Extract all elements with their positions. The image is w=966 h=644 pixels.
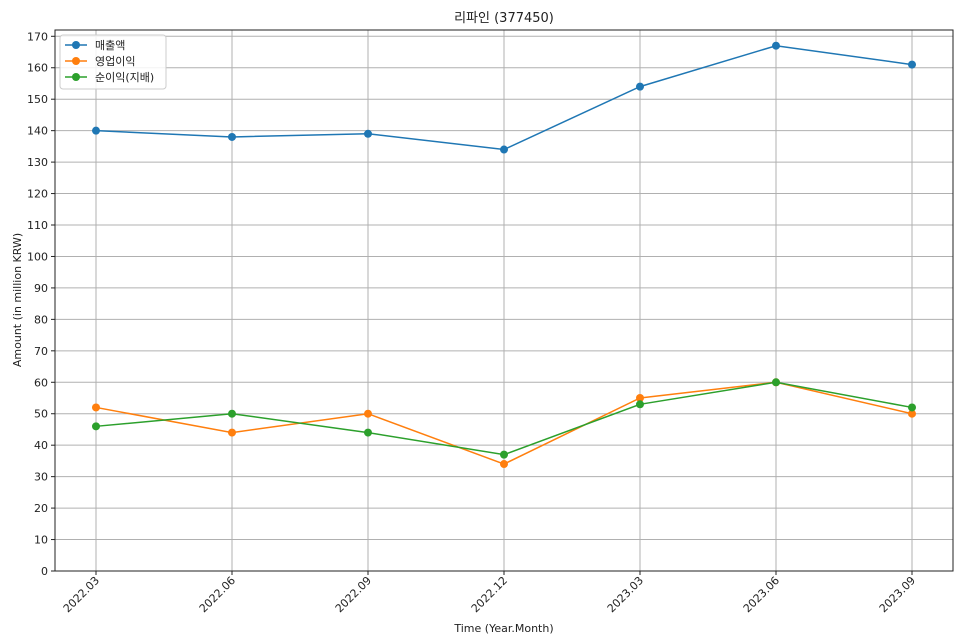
y-tick-label: 140 (27, 125, 48, 138)
data-point (364, 129, 372, 138)
grid (55, 30, 953, 572)
legend-box (59, 34, 167, 90)
y-tick-label: 10 (34, 534, 48, 547)
data-point (636, 400, 644, 409)
data-point (92, 422, 100, 431)
x-tick-label: 2022.09 (333, 574, 374, 615)
legend-label: 매출액 (95, 39, 125, 52)
y-tick-label: 0 (41, 565, 48, 578)
chart-title: 리파인 (377450) (454, 11, 554, 26)
data-point (500, 450, 508, 459)
data-point (772, 41, 780, 50)
data-point (908, 60, 916, 69)
data-point (636, 394, 644, 403)
data-point (636, 82, 644, 91)
series-2 (92, 378, 916, 459)
y-tick-label: 100 (27, 250, 48, 263)
series-layer (92, 41, 916, 469)
x-tick-label: 2022.06 (197, 574, 238, 615)
data-point (908, 409, 916, 418)
x-axis-label: Time (Year.Month) (453, 622, 553, 635)
y-tick-label: 110 (27, 219, 48, 232)
y-tick-label: 40 (34, 439, 48, 452)
data-point (364, 409, 372, 418)
data-point (92, 126, 100, 135)
data-point (228, 409, 236, 418)
y-axis-label: Amount (in million KRW) (11, 233, 24, 367)
data-point (772, 378, 780, 387)
y-tick-label: 170 (27, 30, 48, 43)
legend-marker (72, 57, 80, 65)
y-tick-label: 130 (27, 156, 48, 169)
y-tick-label: 50 (34, 408, 48, 421)
y-tick-label: 150 (27, 93, 48, 106)
y-tick-label: 30 (34, 471, 48, 484)
x-tick-label: 2023.09 (877, 574, 918, 615)
x-tick-label: 2022.12 (469, 574, 510, 615)
data-point (92, 403, 100, 412)
y-tick-label: 20 (34, 502, 48, 515)
x-tick-label: 2023.06 (741, 574, 782, 615)
y-axis: 0 10 20 30 40 50 60 70 80 90 100 110 120 130 140 150 160… (27, 30, 55, 578)
y-tick-label: 80 (34, 313, 48, 326)
data-point (228, 132, 236, 141)
data-point (908, 403, 916, 412)
series-0 (92, 41, 916, 154)
y-tick-label: 160 (27, 62, 48, 75)
legend-label: 영업이익 (95, 55, 135, 68)
x-tick-label: 2023.03 (605, 574, 646, 615)
y-tick-label: 120 (27, 188, 48, 201)
data-point (228, 428, 236, 437)
legend-label: 순이익(지배) (95, 71, 154, 84)
legend-marker (72, 73, 80, 81)
data-point (500, 145, 508, 154)
y-tick-label: 60 (34, 376, 48, 389)
x-tick-label: 2022.03 (61, 574, 102, 615)
data-point (364, 428, 372, 437)
data-point (500, 460, 508, 469)
y-tick-label: 70 (34, 345, 48, 358)
x-axis: 2022.03 2022.06 2022.09 2022.12 2023.03 2023.… (61, 571, 918, 615)
y-tick-label: 90 (34, 282, 48, 295)
legend-marker (72, 41, 80, 49)
